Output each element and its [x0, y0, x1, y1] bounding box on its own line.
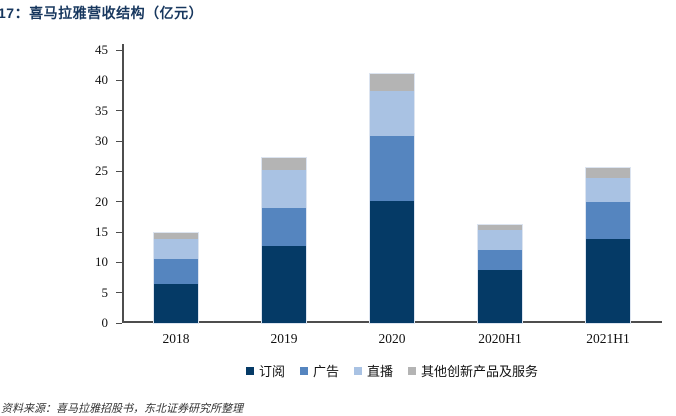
legend-marker-icon [408, 366, 417, 375]
legend-label: 直播 [367, 364, 394, 379]
bar-segment-2019-订阅 [262, 245, 306, 323]
bar-segment-2019-广告 [262, 207, 306, 246]
x-tick-label: 2020 [378, 331, 406, 346]
legend-item: 广告 [299, 361, 339, 380]
y-tick-label: 20 [95, 193, 108, 209]
legend-label: 其他创新产品及服务 [421, 364, 539, 379]
y-tick-mark [116, 201, 122, 203]
y-tick-mark [116, 79, 122, 81]
bar-segment-2020H1-其他创新产品及服务 [478, 225, 522, 231]
chart-legend: 订阅 广告 直播 其他创新产品及服务 [122, 361, 662, 380]
y-tick-mark [116, 110, 122, 112]
x-tick-label: 2020H1 [478, 331, 522, 346]
bar-segment-2018-直播 [154, 239, 198, 259]
legend-item: 其他创新产品及服务 [408, 361, 538, 380]
bar-segment-2021H1-直播 [586, 178, 630, 202]
bar-2020H1 [477, 224, 523, 324]
y-tick-mark [116, 261, 122, 263]
bar-segment-2020H1-直播 [478, 230, 522, 250]
source-note: 资料来源：喜马拉雅招股书，东北证券研究所整理 [1, 403, 243, 415]
y-tick-label: 35 [95, 102, 108, 118]
legend-label: 广告 [312, 364, 339, 379]
y-tick-label: 15 [95, 224, 108, 239]
bar-segment-2020-其他创新产品及服务 [370, 74, 414, 92]
bar-segment-2021H1-广告 [586, 201, 630, 240]
y-tick-mark [116, 170, 122, 172]
bar-segment-2018-订阅 [154, 284, 198, 323]
bar-segment-2020-广告 [370, 135, 414, 202]
x-tick-label: 2018 [162, 331, 190, 346]
bar-2019 [261, 156, 307, 324]
y-tick-mark [116, 231, 122, 233]
bar-2018 [153, 231, 199, 324]
y-tick-label: 30 [95, 133, 108, 148]
legend-marker-icon [245, 366, 254, 375]
y-tick-mark [116, 140, 122, 142]
bar-segment-2021H1-订阅 [586, 239, 630, 323]
bar-segment-2018-广告 [154, 258, 198, 285]
legend-item: 直播 [354, 361, 393, 380]
bar-segment-2018-其他创新产品及服务 [154, 232, 198, 240]
y-tick-mark [116, 292, 122, 294]
y-tick-label: 10 [95, 254, 108, 270]
bar-segment-2020-直播 [370, 91, 414, 136]
legend-marker-icon [354, 366, 362, 375]
x-tick-label: 2019 [270, 331, 298, 346]
bar-segment-2019-直播 [262, 170, 306, 208]
bar-segment-2020H1-订阅 [478, 269, 522, 323]
y-tick-mark [116, 49, 122, 51]
bar-segment-2021H1-其他创新产品及服务 [586, 168, 630, 178]
y-tick-label: 0 [101, 315, 109, 330]
y-tick-mark [116, 322, 122, 324]
y-tick-label: 45 [95, 42, 108, 57]
legend-item: 订阅 [245, 361, 285, 380]
y-tick-label: 25 [95, 163, 108, 179]
bar-2020 [369, 73, 415, 324]
bar-segment-2020H1-广告 [478, 249, 522, 270]
legend-label: 订阅 [258, 364, 285, 379]
x-tick-label: 2021H1 [586, 331, 630, 346]
y-tick-label: 40 [95, 72, 108, 88]
figure-title: 17：喜马拉雅营收结构（亿元） [0, 5, 204, 21]
bar-segment-2019-其他创新产品及服务 [262, 157, 306, 171]
legend-marker-icon [299, 366, 308, 375]
bar-segment-2020-订阅 [370, 201, 414, 323]
y-tick-label: 5 [101, 284, 109, 300]
bar-2021H1 [585, 167, 631, 324]
